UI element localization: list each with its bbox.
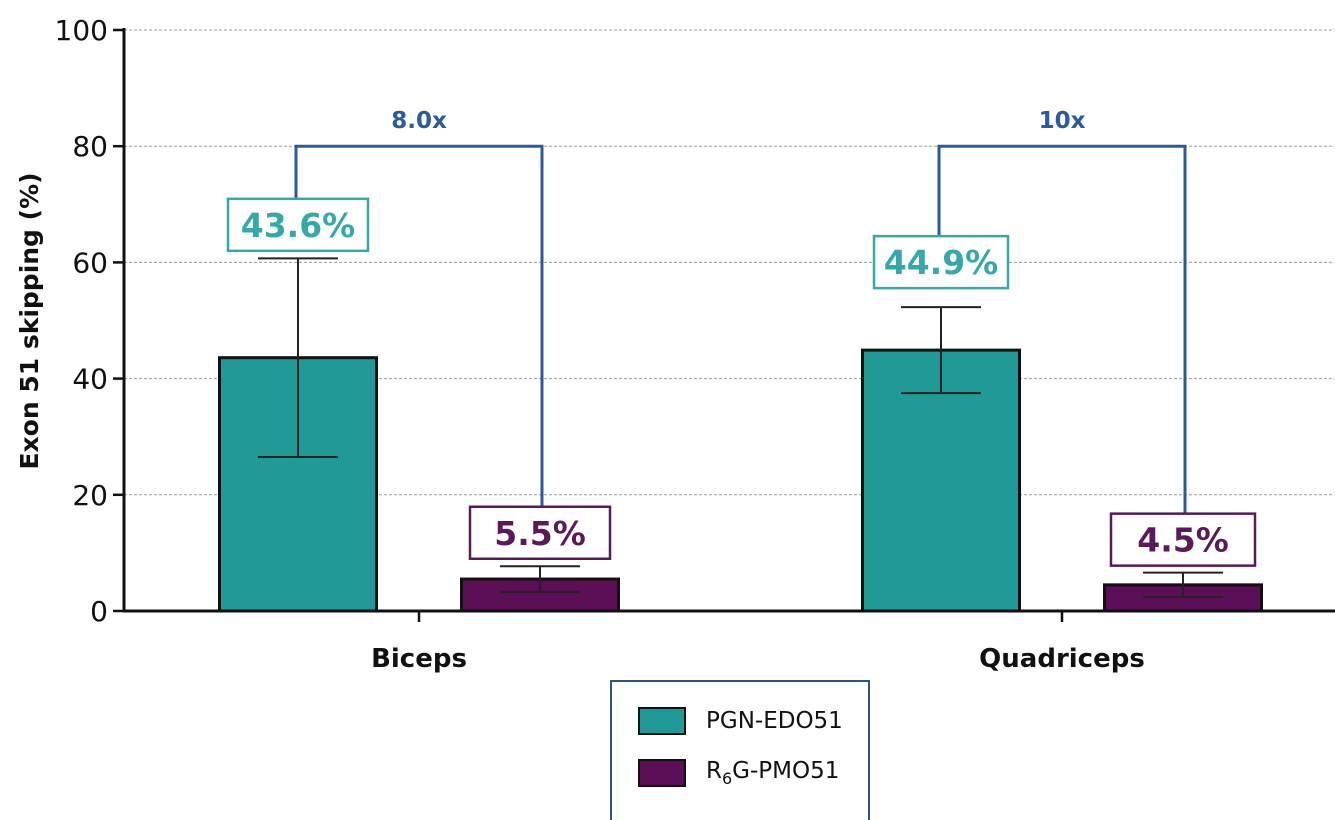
legend-swatch-pgn-edo51 xyxy=(638,707,686,735)
y-tick-label: 40 xyxy=(72,363,108,396)
legend-label-r6g-pmo51: R6G-PMO51 xyxy=(706,758,840,788)
comparison-label: 8.0x xyxy=(391,108,447,134)
comparison-label: 10x xyxy=(1039,108,1086,134)
value-label: 44.9% xyxy=(884,243,999,282)
value-label-box xyxy=(872,234,1010,290)
value-label-box xyxy=(1109,512,1257,567)
bars xyxy=(218,348,1263,613)
x-tick-label: Quadriceps xyxy=(979,644,1145,674)
y-tick-label: 60 xyxy=(72,246,108,279)
x-tick-label: Biceps xyxy=(371,644,467,674)
bar xyxy=(460,577,620,613)
error-bars xyxy=(258,257,1223,599)
legend-swatch-r6g-pmo51 xyxy=(638,759,686,787)
comparison-bracket xyxy=(294,144,544,507)
y-axis-label: Exon 51 skipping (%) xyxy=(15,172,44,469)
legend-label-pgn-edo51: PGN-EDO51 xyxy=(706,708,843,734)
value-label: 4.5% xyxy=(1137,521,1229,560)
comparison-brackets: 8.0x 10x xyxy=(294,108,1187,514)
axes: 0 20 40 60 80 100 Biceps Quadriceps xyxy=(55,14,1335,674)
value-label: 43.6% xyxy=(241,206,356,245)
comparison-bracket xyxy=(937,144,1187,514)
legend: PGN-EDO51 R6G-PMO51 xyxy=(610,680,870,820)
value-labels: 43.6% 5.5% 44.9% 4.5% xyxy=(226,197,1257,567)
y-tick-label: 0 xyxy=(90,595,108,628)
value-label: 5.5% xyxy=(494,514,586,553)
value-label-box xyxy=(226,197,370,253)
legend-item-r6g-pmo51: R6G-PMO51 xyxy=(638,758,839,788)
legend-item-pgn-edo51: PGN-EDO51 xyxy=(638,706,843,736)
y-tick-label: 100 xyxy=(55,14,108,47)
y-tick-label: 80 xyxy=(72,130,108,163)
value-label-box xyxy=(468,505,612,561)
y-tick-label: 20 xyxy=(72,479,108,512)
